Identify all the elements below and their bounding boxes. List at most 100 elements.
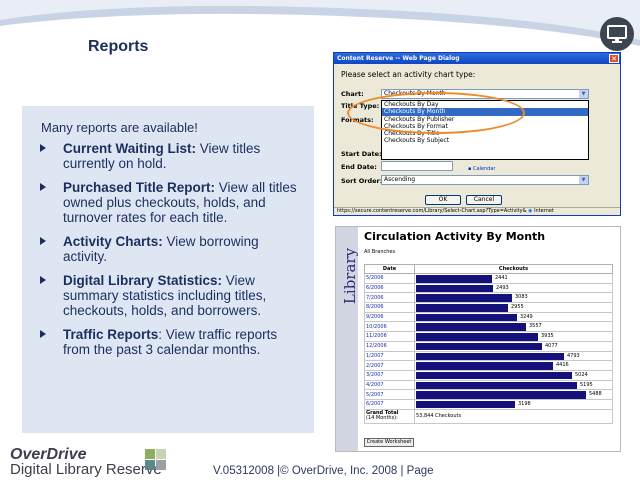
checkouts-value-label: 4416 — [556, 362, 569, 369]
table-row: 4/2007 5195 — [364, 379, 613, 391]
dialog-title: Content Reserve -- Web Page Dialog — [337, 55, 460, 62]
monitor-icon[interactable] — [600, 17, 634, 51]
row-date[interactable]: 8/2006 — [364, 302, 415, 313]
bullet-traffic-reports: Traffic Reports: View traffic reports fr… — [39, 327, 301, 357]
grand-total-row: Grand Total (14 Months): 53,844 Checkouts — [364, 408, 613, 424]
sort-order-select[interactable]: Ascending ▼ — [381, 175, 589, 185]
table-row: 6/2007 3198 — [364, 398, 613, 410]
chevron-down-icon[interactable]: ▼ — [579, 90, 588, 98]
checkouts-bar — [416, 275, 492, 283]
logo-top-text: OverDrive — [10, 446, 87, 463]
checkouts-bar — [416, 333, 538, 341]
checkouts-value-label: 3557 — [529, 323, 542, 330]
bullet-arrow-icon — [40, 276, 46, 284]
checkouts-bar — [416, 304, 508, 312]
checkouts-value-label: 2441 — [495, 275, 508, 281]
row-date[interactable]: 12/2006 — [364, 340, 415, 352]
option-checkouts-by-subject[interactable]: Checkouts By Subject — [384, 137, 450, 145]
intro-text: Many reports are available! — [41, 120, 198, 135]
globe-icon: ◉ — [528, 208, 535, 214]
row-checkouts: 3557 — [414, 321, 613, 333]
header-swoosh — [0, 0, 640, 100]
sort-order-value: Ascending — [384, 176, 416, 183]
table-row: 6/2006 2493 — [364, 282, 613, 294]
table-row: 5/2007 5488 — [364, 389, 613, 400]
date-column-header: Date — [364, 264, 415, 274]
chevron-down-icon[interactable]: ▼ — [579, 176, 588, 184]
dialog-titlebar: Content Reserve -- Web Page Dialog ✕ — [334, 53, 620, 64]
row-date[interactable]: 9/2006 — [364, 311, 415, 323]
checkouts-value-label: 5024 — [575, 371, 588, 378]
row-date[interactable]: 3/2007 — [364, 369, 415, 381]
close-icon[interactable]: ✕ — [609, 54, 619, 63]
bullet-waiting-list: Current Waiting List: View titles curren… — [39, 141, 301, 171]
chart-select-dialog: Content Reserve -- Web Page Dialog ✕ Ple… — [333, 52, 621, 216]
row-date[interactable]: 1/2007 — [364, 350, 415, 362]
chart-title: Circulation Activity By Month — [364, 230, 546, 243]
dialog-status-bar: https://secure.contentreserve.com/Librar… — [334, 207, 620, 215]
checkouts-value-label: 2955 — [511, 304, 524, 311]
bullet-activity-charts: Activity Charts: View borrowing activity… — [39, 234, 301, 264]
row-date[interactable]: 5/2006 — [364, 273, 415, 284]
checkouts-bar — [416, 342, 542, 351]
checkouts-value-label: 3935 — [541, 333, 554, 340]
row-checkouts: 5488 — [414, 389, 613, 400]
report-bullet-list: Current Waiting List: View titles curren… — [39, 141, 301, 366]
checkouts-value-label: 5195 — [580, 381, 593, 388]
start-date-label: Start Date: — [341, 150, 382, 158]
row-checkouts: 4077 — [414, 340, 613, 352]
status-url: https://secure.contentreserve.com/Librar… — [337, 208, 527, 214]
table-row: 3/2007 5024 — [364, 369, 613, 381]
ok-button[interactable]: OK — [425, 195, 461, 205]
row-date[interactable]: 10/2006 — [364, 321, 415, 333]
row-date[interactable]: 5/2007 — [364, 389, 415, 400]
branches-label: All Branches — [364, 249, 396, 255]
table-row: 10/2006 3557 — [364, 321, 613, 333]
checkouts-value-label: 3083 — [515, 294, 528, 301]
checkouts-bar — [416, 313, 517, 322]
row-date[interactable]: 7/2006 — [364, 292, 415, 304]
row-date[interactable]: 4/2007 — [364, 379, 415, 391]
row-date[interactable]: 6/2007 — [364, 398, 415, 410]
checkouts-column-header: Checkouts — [414, 264, 613, 274]
bullet-arrow-icon — [40, 144, 46, 152]
circulation-table: Date Checkouts 5/2006 2441 6/2006 2493 7/200… — [364, 264, 613, 424]
row-checkouts: 3935 — [414, 331, 613, 342]
grand-total-label: Grand Total (14 Months): — [364, 408, 415, 424]
row-checkouts: 4793 — [414, 350, 613, 362]
option-checkouts-by-title[interactable]: Checkouts By Title — [384, 130, 440, 138]
logo-squares-icon — [145, 449, 167, 471]
cancel-button[interactable]: Cancel — [466, 195, 502, 205]
grand-total-value: 53,844 Checkouts — [414, 408, 613, 424]
checkouts-value-label: 4793 — [567, 352, 580, 359]
checkouts-bar — [416, 381, 577, 390]
row-checkouts: 5195 — [414, 379, 613, 391]
checkouts-bar — [416, 391, 586, 399]
table-row: 8/2006 2955 — [364, 302, 613, 313]
row-checkouts: 2493 — [414, 282, 613, 294]
sort-order-label: Sort Order: — [341, 177, 383, 185]
checkouts-value-label: 3249 — [520, 313, 533, 320]
library-side-band: Library — [336, 227, 360, 451]
table-row: 9/2006 3249 — [364, 311, 613, 323]
status-zone: Internet — [534, 208, 554, 214]
row-date[interactable]: 11/2006 — [364, 331, 415, 342]
library-side-label: Library — [341, 247, 360, 305]
bullet-arrow-icon — [40, 330, 46, 338]
checkouts-value-label: 2493 — [496, 284, 509, 291]
checkouts-bar — [416, 294, 512, 302]
end-date-input[interactable] — [381, 161, 453, 171]
create-worksheet-button[interactable]: Create Worksheet — [364, 438, 414, 447]
checkouts-bar — [416, 400, 515, 409]
row-checkouts: 3083 — [414, 292, 613, 304]
footer-version-text: V.05312008 |© OverDrive, Inc. 2008 | Pag… — [213, 465, 434, 477]
checkouts-value-label: 4077 — [545, 342, 558, 349]
table-row: 5/2006 2441 — [364, 273, 613, 284]
row-date[interactable]: 2/2007 — [364, 360, 415, 371]
calendar-link[interactable]: ▪ Calendar — [468, 166, 496, 172]
table-row: 2/2007 4416 — [364, 360, 613, 371]
table-row: 11/2006 3935 — [364, 331, 613, 342]
row-date[interactable]: 6/2006 — [364, 282, 415, 294]
table-row: 7/2006 3083 — [364, 292, 613, 304]
checkouts-value-label: 5488 — [589, 391, 602, 398]
